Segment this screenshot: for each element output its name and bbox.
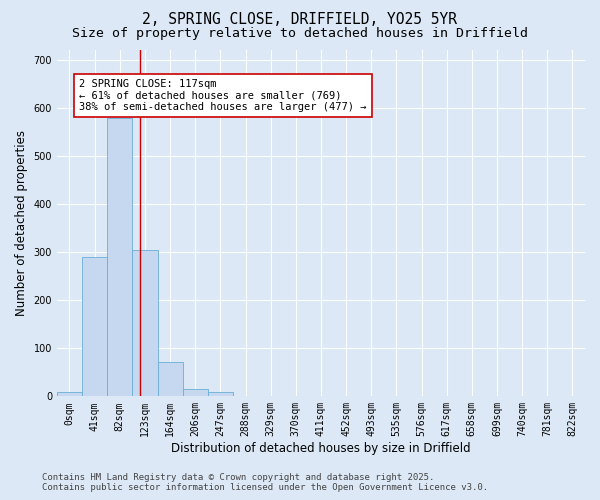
Bar	[57, 392, 82, 396]
Bar	[133, 250, 158, 396]
Bar	[158, 362, 182, 396]
Y-axis label: Number of detached properties: Number of detached properties	[15, 130, 28, 316]
Bar	[182, 389, 208, 396]
Text: 2 SPRING CLOSE: 117sqm
← 61% of detached houses are smaller (769)
38% of semi-de: 2 SPRING CLOSE: 117sqm ← 61% of detached…	[79, 79, 367, 112]
Bar	[107, 118, 133, 396]
Bar	[208, 392, 233, 396]
X-axis label: Distribution of detached houses by size in Driffield: Distribution of detached houses by size …	[171, 442, 471, 455]
Text: Contains HM Land Registry data © Crown copyright and database right 2025.
Contai: Contains HM Land Registry data © Crown c…	[42, 473, 488, 492]
Text: 2, SPRING CLOSE, DRIFFIELD, YO25 5YR: 2, SPRING CLOSE, DRIFFIELD, YO25 5YR	[143, 12, 458, 28]
Text: Size of property relative to detached houses in Driffield: Size of property relative to detached ho…	[72, 28, 528, 40]
Bar	[82, 257, 107, 396]
